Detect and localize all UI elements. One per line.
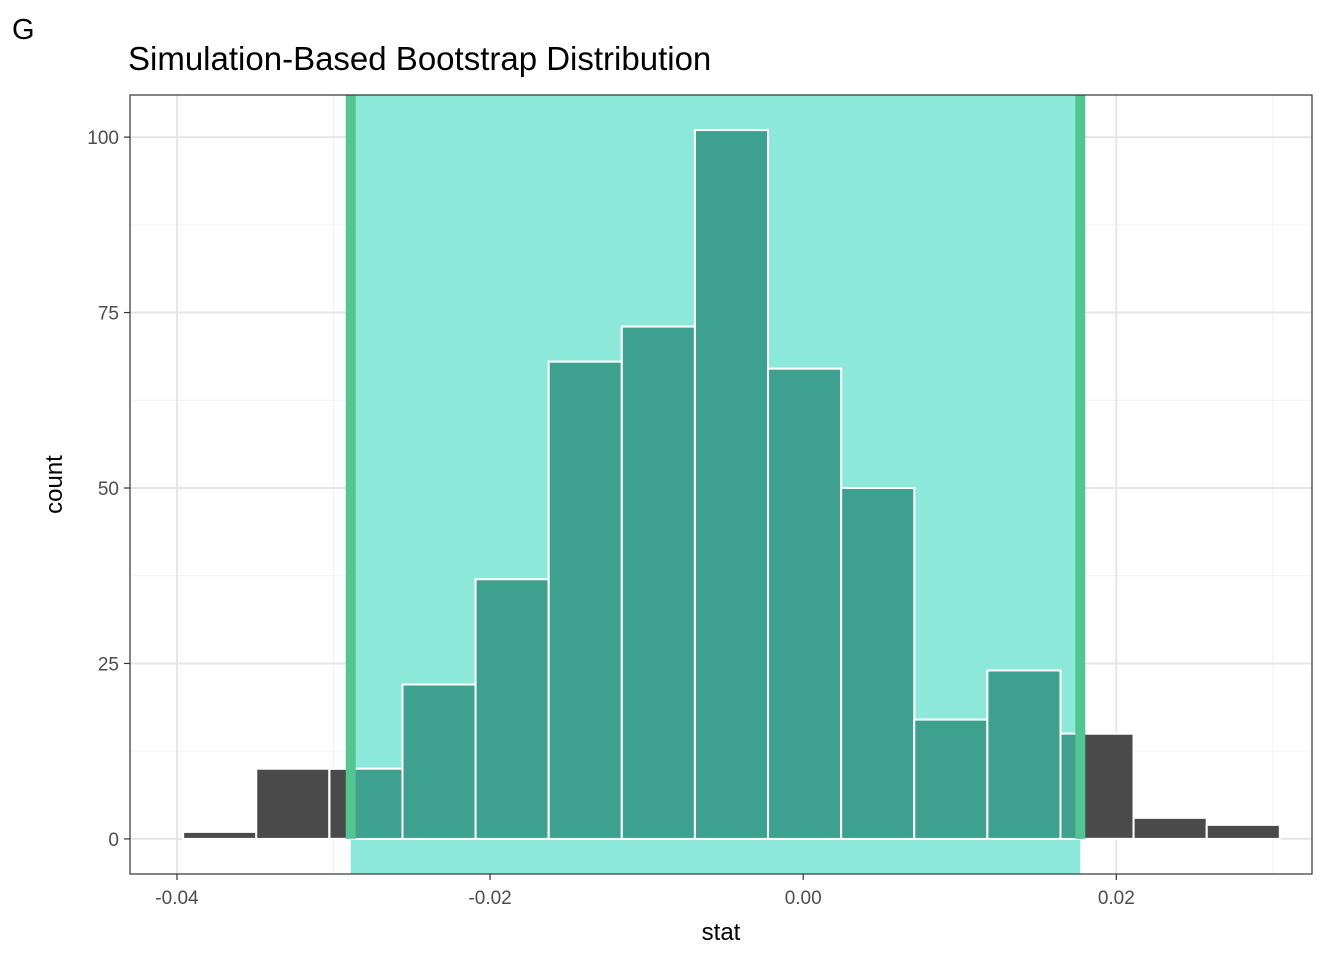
chart-title: Simulation-Based Bootstrap Distribution xyxy=(128,40,712,77)
histogram-bar-ci-part-7 xyxy=(694,130,769,839)
x-tick-label: 0.02 xyxy=(1098,888,1135,909)
histogram-bar-ci-part-6 xyxy=(621,326,695,839)
ci-boundary-lines xyxy=(345,95,1086,839)
y-tick-label: 0 xyxy=(108,830,119,851)
histogram-bar-edge-12 xyxy=(1059,732,1135,840)
histogram-bar-ci-part-3 xyxy=(402,684,476,839)
histogram-bar-ci-part-8 xyxy=(768,368,842,839)
histogram-bar-ci-part-4 xyxy=(475,579,549,839)
y-tick-label: 25 xyxy=(98,654,119,675)
y-tick-label: 100 xyxy=(87,128,119,149)
histogram-bar-ci-part-5 xyxy=(548,361,622,839)
histogram-bar-13 xyxy=(1132,816,1208,840)
x-axis-label: stat xyxy=(702,919,741,946)
histogram-bar-0 xyxy=(182,830,258,840)
x-tick-label: -0.04 xyxy=(155,888,199,909)
panel-border xyxy=(129,94,1313,875)
panel-tag: G xyxy=(12,14,35,46)
histogram-bar-14 xyxy=(1205,823,1281,840)
x-tick-label: -0.02 xyxy=(468,888,511,909)
axis-ticks: -0.04 -0.02 0.00 0.02 0 25 50 75 100 xyxy=(87,128,1135,909)
x-tick-label: 0.00 xyxy=(785,888,822,909)
y-tick-label: 50 xyxy=(98,479,119,500)
histogram-bar-1 xyxy=(255,767,331,840)
histogram-bar-ci-part-11 xyxy=(987,670,1061,839)
histogram-bar-ci-part-2 xyxy=(350,768,403,839)
histogram-bar-edge-9 xyxy=(840,487,916,840)
y-axis-label: count xyxy=(41,455,68,514)
y-tick-label: 75 xyxy=(98,304,119,325)
histogram-bar-ci-part-9 xyxy=(841,488,915,839)
histogram-bar-ci-part-10 xyxy=(914,719,988,839)
